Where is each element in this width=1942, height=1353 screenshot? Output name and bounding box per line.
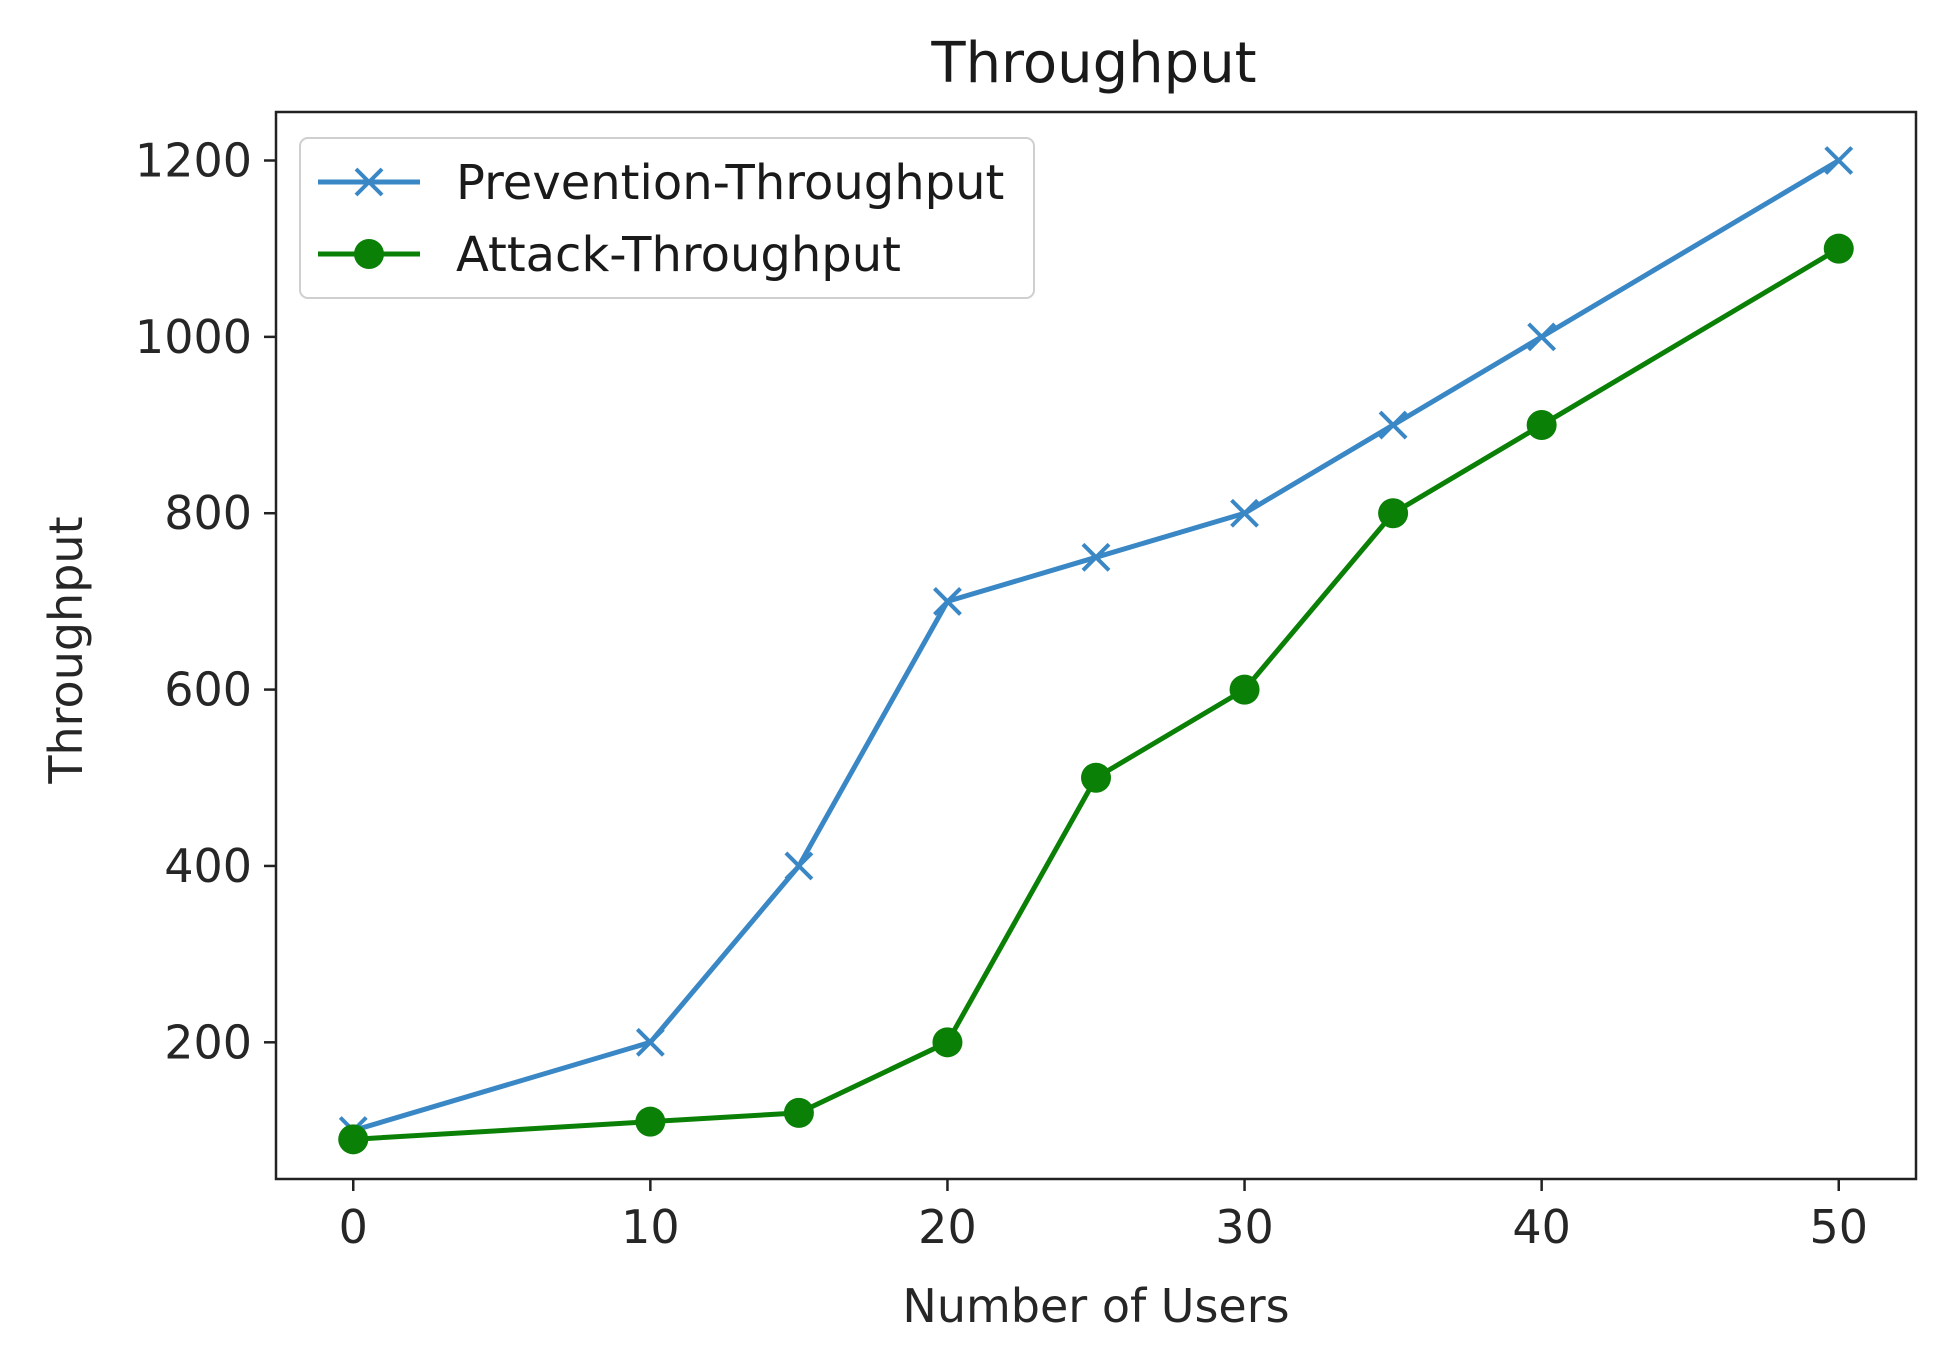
series-2-point xyxy=(1378,498,1409,529)
series-2-point xyxy=(783,1097,814,1128)
y-axis: 200 400 600 800 1000 1200 xyxy=(135,134,276,1069)
series-2-point xyxy=(1229,674,1260,705)
series-2-point xyxy=(1081,762,1111,793)
x-tick-label: 10 xyxy=(621,1200,680,1254)
legend-marker-1 xyxy=(354,167,384,197)
x-tick-label: 20 xyxy=(918,1200,977,1254)
x-marker-stroke xyxy=(784,851,814,881)
y-axis-label: Throughput xyxy=(39,516,93,784)
x-marker-stroke xyxy=(1378,410,1408,440)
legend-label-1: Prevention-Throughput xyxy=(456,155,1004,211)
series-1-point xyxy=(1824,146,1854,175)
x-tick-label: 40 xyxy=(1512,1200,1571,1254)
x-tick-label: 30 xyxy=(1215,1200,1274,1254)
legend-box xyxy=(299,137,1035,299)
x-marker-stroke xyxy=(635,1027,665,1057)
y-tick-label: 800 xyxy=(164,486,252,540)
x-marker-stroke xyxy=(1081,542,1111,572)
x-marker-stroke xyxy=(1824,146,1854,175)
series-2-point xyxy=(932,1027,963,1058)
series-1-point xyxy=(1527,322,1557,352)
x-axis: 0 10 20 30 40 50 xyxy=(339,1179,1868,1254)
y-tick-label: 1200 xyxy=(135,134,252,188)
series-2-point xyxy=(635,1106,666,1137)
series-1-point xyxy=(933,586,962,616)
series-2-point xyxy=(338,1124,369,1155)
x-tick-label: 50 xyxy=(1809,1200,1868,1254)
x-axis-label: Number of Users xyxy=(902,1279,1289,1333)
series-1-point xyxy=(1230,498,1259,528)
y-tick-label: 400 xyxy=(164,839,252,893)
series-layer xyxy=(338,146,1854,1155)
x-marker-stroke xyxy=(1527,322,1557,352)
x-marker-stroke xyxy=(933,586,962,616)
chart-title: Throughput xyxy=(930,31,1256,96)
y-tick-label: 200 xyxy=(164,1015,252,1069)
x-tick-label: 0 xyxy=(339,1200,368,1254)
y-tick-label: 600 xyxy=(164,663,252,717)
series-2-point xyxy=(1823,233,1854,264)
series-1-point xyxy=(784,851,814,881)
legend: Prevention-Throughput Attack-Throughput xyxy=(299,137,1035,299)
series-1-point xyxy=(1081,542,1111,572)
series-1-point xyxy=(1378,410,1408,440)
series-2-point xyxy=(1526,410,1557,441)
x-marker-stroke xyxy=(1230,498,1259,528)
series-1-point xyxy=(635,1027,665,1057)
legend-marker-2 xyxy=(354,239,384,269)
y-tick-label: 1000 xyxy=(135,310,252,364)
legend-label-2: Attack-Throughput xyxy=(456,227,901,283)
